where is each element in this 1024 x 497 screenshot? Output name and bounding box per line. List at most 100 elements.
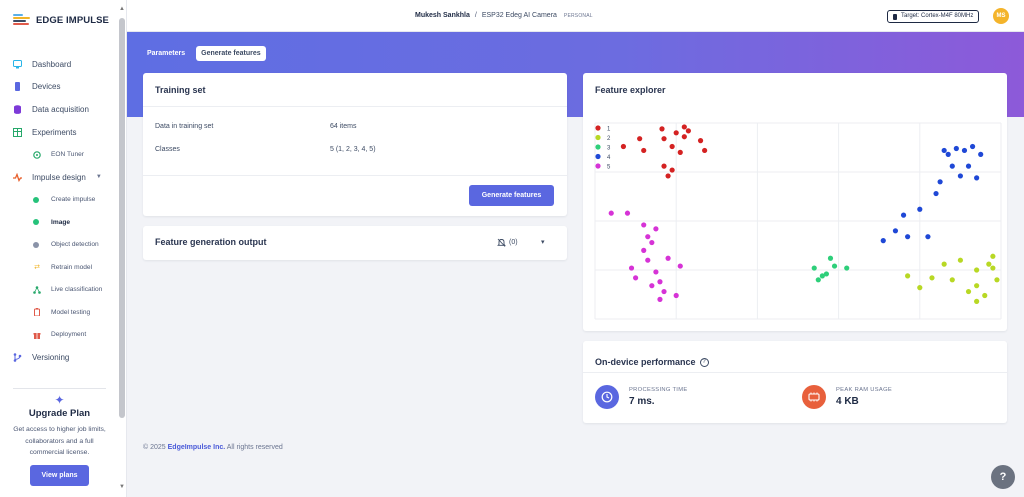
- data-point-class-2[interactable]: [974, 298, 980, 304]
- data-point-class-1[interactable]: [685, 128, 691, 134]
- generate-features-button[interactable]: Generate features: [469, 185, 554, 206]
- data-point-class-4[interactable]: [961, 147, 968, 154]
- data-point-class-4[interactable]: [949, 163, 955, 169]
- data-point-class-4[interactable]: [880, 238, 886, 244]
- data-point-class-1[interactable]: [641, 147, 647, 154]
- data-point-class-5[interactable]: [641, 222, 647, 228]
- data-point-class-5[interactable]: [645, 257, 651, 263]
- data-point-class-3[interactable]: [831, 263, 838, 269]
- avatar[interactable]: MS: [993, 8, 1009, 24]
- data-point-class-4[interactable]: [953, 145, 959, 152]
- data-point-class-5[interactable]: [653, 269, 659, 275]
- data-point-class-1[interactable]: [669, 143, 675, 150]
- feature-generation-output-card[interactable]: Feature generation output (0) ▾: [143, 226, 567, 260]
- data-point-class-2[interactable]: [986, 261, 992, 267]
- data-point-class-3[interactable]: [844, 265, 850, 271]
- data-point-class-4[interactable]: [974, 175, 980, 181]
- sidebar-item-eon-tuner[interactable]: EON Tuner: [0, 143, 118, 166]
- data-point-class-4[interactable]: [900, 212, 907, 218]
- breadcrumb-project[interactable]: ESP32 Edeg AI Camera: [481, 12, 557, 19]
- sidebar-item-data-acquisition[interactable]: Data acquisition: [0, 98, 118, 121]
- data-point-class-1[interactable]: [697, 138, 704, 144]
- data-point-class-4[interactable]: [937, 179, 943, 185]
- data-point-class-5[interactable]: [677, 263, 683, 269]
- data-point-class-2[interactable]: [974, 283, 980, 289]
- tab-parameters[interactable]: Parameters: [147, 50, 186, 57]
- tab-generate-features[interactable]: Generate features: [196, 46, 266, 61]
- data-point-class-4[interactable]: [925, 234, 931, 240]
- data-point-class-5[interactable]: [649, 239, 655, 246]
- sidebar-item-devices[interactable]: Devices: [0, 76, 118, 99]
- sidebar-item-create-impulse[interactable]: Create impulse: [0, 188, 118, 211]
- data-point-class-5[interactable]: [649, 283, 655, 289]
- data-point-class-2[interactable]: [990, 253, 996, 259]
- data-point-class-2[interactable]: [929, 275, 935, 281]
- data-point-class-1[interactable]: [620, 143, 627, 150]
- data-point-class-1[interactable]: [681, 124, 687, 130]
- legend-swatch[interactable]: [595, 144, 601, 150]
- view-plans-button[interactable]: View plans: [30, 464, 89, 486]
- data-point-class-4[interactable]: [892, 228, 899, 234]
- data-point-class-4[interactable]: [905, 234, 911, 240]
- data-point-class-5[interactable]: [628, 265, 635, 271]
- data-point-class-4[interactable]: [933, 190, 939, 197]
- chevron-down-icon[interactable]: ▾: [541, 239, 545, 246]
- sidebar-item-model-testing[interactable]: Model testing: [0, 301, 118, 324]
- data-point-class-3[interactable]: [815, 277, 821, 283]
- notification-toggle[interactable]: (0): [497, 238, 518, 247]
- data-point-class-5[interactable]: [665, 255, 671, 261]
- data-point-class-2[interactable]: [905, 273, 911, 279]
- sidebar-item-retrain-model[interactable]: ⇄ Retrain model: [0, 256, 118, 279]
- data-point-class-1[interactable]: [665, 173, 671, 179]
- data-point-class-2[interactable]: [982, 292, 988, 299]
- data-point-class-1[interactable]: [681, 134, 687, 140]
- data-point-class-1[interactable]: [637, 136, 643, 142]
- data-point-class-1[interactable]: [669, 167, 675, 173]
- data-point-class-2[interactable]: [917, 285, 923, 291]
- data-point-class-5[interactable]: [657, 279, 663, 285]
- data-point-class-4[interactable]: [978, 151, 984, 157]
- data-point-class-2[interactable]: [990, 265, 996, 271]
- sidebar-item-live-classification[interactable]: Live classification: [0, 278, 118, 301]
- data-point-class-5[interactable]: [641, 247, 647, 253]
- data-point-class-5[interactable]: [608, 210, 614, 216]
- sidebar-item-object-detection[interactable]: Object detection: [0, 233, 118, 256]
- data-point-class-1[interactable]: [702, 147, 708, 154]
- legend-swatch[interactable]: [595, 125, 601, 131]
- data-point-class-2[interactable]: [957, 257, 963, 263]
- logo[interactable]: EDGE IMPULSE: [13, 14, 109, 27]
- chevron-down-icon[interactable]: ▼: [95, 174, 102, 181]
- feature-scatter-plot[interactable]: 1 2 3 4 5: [593, 121, 1003, 321]
- footer-company-link[interactable]: EdgeImpulse Inc.: [167, 444, 226, 451]
- data-point-class-3[interactable]: [811, 265, 817, 271]
- data-point-class-5[interactable]: [657, 296, 663, 302]
- data-point-class-2[interactable]: [965, 288, 972, 295]
- data-point-class-4[interactable]: [945, 151, 951, 157]
- data-point-class-5[interactable]: [633, 275, 639, 281]
- data-point-class-4[interactable]: [965, 163, 972, 169]
- legend-swatch[interactable]: [595, 153, 601, 160]
- data-point-class-1[interactable]: [661, 136, 667, 142]
- help-button[interactable]: ?: [991, 465, 1015, 489]
- data-point-class-4[interactable]: [969, 143, 976, 150]
- data-point-class-4[interactable]: [957, 173, 963, 179]
- data-point-class-3[interactable]: [823, 271, 830, 277]
- data-point-class-3[interactable]: [827, 255, 834, 261]
- data-point-class-5[interactable]: [653, 226, 659, 232]
- data-point-class-5[interactable]: [661, 288, 667, 295]
- scroll-up-arrow-icon[interactable]: ▲: [119, 6, 125, 12]
- data-point-class-1[interactable]: [659, 126, 665, 132]
- data-point-class-1[interactable]: [661, 163, 667, 169]
- data-point-class-5[interactable]: [624, 210, 631, 216]
- sidebar-item-experiments[interactable]: Experiments: [0, 121, 118, 144]
- data-point-class-5[interactable]: [645, 234, 651, 240]
- data-point-class-2[interactable]: [941, 261, 947, 267]
- sidebar-item-image[interactable]: Image: [0, 211, 118, 234]
- data-point-class-2[interactable]: [974, 267, 980, 273]
- legend-swatch[interactable]: [595, 134, 601, 141]
- data-point-class-5[interactable]: [673, 292, 679, 299]
- sidebar-item-versioning[interactable]: Versioning: [0, 346, 118, 369]
- data-point-class-2[interactable]: [994, 277, 1000, 283]
- data-point-class-4[interactable]: [917, 206, 923, 212]
- data-point-class-2[interactable]: [949, 277, 955, 283]
